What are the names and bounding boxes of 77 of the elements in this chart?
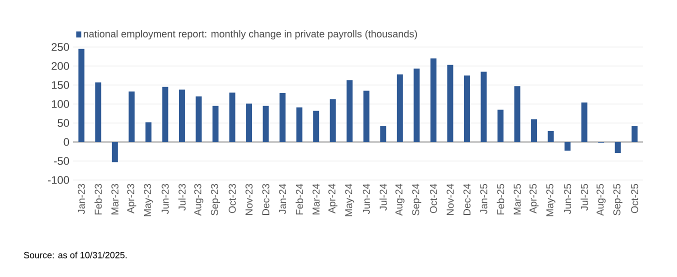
x-tick-label: Aug-24 — [395, 184, 404, 216]
bar — [246, 104, 252, 142]
x-tick-label: Jul-24 — [379, 184, 387, 211]
x-tick-label: Jan-25 — [480, 184, 488, 214]
legend-label: national employment report: monthly change in private payrolls (thousands) — [84, 30, 417, 40]
bar — [430, 58, 436, 142]
x-tick-label: Aug-23 — [194, 184, 204, 216]
x-tick-label: Aug-25 — [596, 184, 606, 216]
y-tick-label: 0 — [64, 138, 70, 146]
bar — [280, 92, 286, 142]
bar — [78, 48, 84, 142]
bar — [414, 68, 420, 142]
bar — [480, 72, 487, 142]
bar — [178, 90, 185, 142]
bar — [614, 142, 621, 154]
x-tick-label: Jan-23 — [78, 184, 85, 214]
x-tick-label: Oct-23 — [228, 184, 236, 214]
bar — [346, 80, 353, 142]
bar — [548, 130, 554, 142]
bar — [162, 86, 168, 142]
bar — [296, 107, 302, 142]
x-tick-label: Feb-23 — [94, 184, 102, 214]
bar — [581, 102, 588, 142]
x-tick-label: May-24 — [345, 184, 354, 216]
source-note: Source: as of 10/31/2025. — [24, 252, 127, 258]
bar — [330, 99, 336, 142]
x-tick-label: Jan-24 — [279, 184, 286, 214]
bar — [145, 122, 152, 142]
bar — [447, 64, 454, 142]
bar — [363, 90, 370, 142]
x-tick-label: Mar-23 — [111, 184, 118, 214]
bar — [632, 126, 638, 142]
bar — [196, 96, 202, 142]
bar — [464, 76, 470, 142]
x-tick-label: Oct-25 — [631, 184, 638, 214]
x-tick-label: Apr-23 — [127, 184, 136, 214]
x-tick-label: Mar-24 — [312, 184, 320, 214]
y-tick-label: 200 — [52, 62, 70, 70]
y-tick-label: 250 — [52, 43, 70, 51]
x-tick-label: Jul-25 — [580, 184, 588, 211]
y-tick-label: 50 — [58, 119, 70, 127]
x-tick-label: Jul-23 — [178, 184, 186, 211]
x-tick-label: May-23 — [144, 184, 153, 216]
x-tick-label: Jun-23 — [162, 184, 169, 214]
y-tick-label: -100 — [48, 176, 70, 184]
bar — [396, 74, 403, 142]
x-tick-label: Feb-25 — [496, 184, 504, 214]
bar — [212, 106, 219, 142]
x-tick-label: Apr-25 — [530, 184, 539, 214]
bar — [564, 142, 571, 151]
bar — [498, 110, 504, 142]
x-tick-label: Dec-23 — [262, 184, 270, 215]
x-tick-label: Sep-25 — [613, 184, 622, 216]
bar — [112, 142, 118, 162]
bar — [229, 92, 236, 142]
x-tick-label: Sep-23 — [210, 184, 220, 216]
x-tick-label: Jun-25 — [564, 184, 572, 214]
bar — [128, 91, 135, 142]
x-tick-label: May-25 — [546, 184, 556, 216]
bar — [531, 119, 538, 142]
x-tick-label: Jun-24 — [362, 184, 370, 214]
y-tick-label: 150 — [52, 81, 70, 89]
bar — [95, 82, 102, 142]
bar — [514, 86, 520, 142]
bar — [380, 126, 386, 142]
y-tick-label: -50 — [54, 157, 70, 165]
bar — [262, 106, 269, 142]
x-tick-label: Sep-24 — [412, 184, 422, 216]
bar — [313, 110, 320, 142]
x-tick-label: Dec-24 — [463, 184, 471, 215]
y-tick-label: 100 — [52, 100, 70, 108]
x-tick-label: Nov-23 — [246, 184, 253, 215]
x-tick-label: Feb-24 — [296, 184, 303, 214]
x-tick-label: Nov-24 — [446, 184, 454, 215]
x-tick-label: Oct-24 — [430, 184, 437, 214]
x-tick-label: Mar-25 — [514, 184, 521, 214]
x-tick-label: Apr-24 — [328, 184, 338, 214]
